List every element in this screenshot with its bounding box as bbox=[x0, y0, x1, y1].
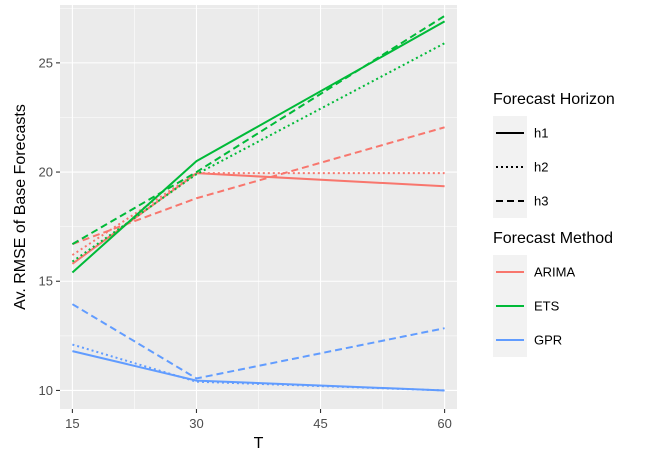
major-gridlines bbox=[60, 5, 457, 409]
x-tick-label: 15 bbox=[65, 416, 79, 431]
series-line-arima-h1 bbox=[71, 172, 445, 265]
series-line-gpr-h1 bbox=[72, 350, 445, 392]
series-line-ets-h1 bbox=[71, 20, 446, 274]
y-tick-label: 25 bbox=[39, 55, 53, 70]
legend-label-arima: ARIMA bbox=[534, 265, 576, 280]
legend-label-gpr: GPR bbox=[534, 333, 562, 348]
legend-label-h1: h1 bbox=[534, 126, 548, 141]
series-line-arima-h3 bbox=[72, 126, 445, 246]
x-axis: 15 30 45 60 bbox=[65, 409, 452, 431]
legend-label-h2: h2 bbox=[534, 160, 548, 175]
y-tick-label: 15 bbox=[39, 274, 53, 289]
x-tick-label: 30 bbox=[189, 416, 203, 431]
series-line-gpr-h2 bbox=[72, 343, 445, 392]
x-tick-label: 60 bbox=[437, 416, 451, 431]
legend-title: Forecast Horizon bbox=[493, 91, 615, 108]
x-tick-label: 45 bbox=[313, 416, 327, 431]
minor-gridlines bbox=[60, 5, 457, 409]
legend-title: Forecast Method bbox=[493, 230, 613, 247]
legend-linetype: Forecast Horizon h1 h2 h3 bbox=[493, 91, 615, 218]
series-line-ets-h3 bbox=[71, 15, 446, 245]
legend-label-ets: ETS bbox=[534, 299, 560, 314]
y-axis: 10 15 20 25 bbox=[39, 55, 60, 398]
legend-label-h3: h3 bbox=[534, 194, 548, 209]
legends: Forecast Horizon h1 h2 h3 Forecast Method ARI… bbox=[493, 91, 615, 357]
y-tick-label: 10 bbox=[39, 383, 53, 398]
y-axis-title: Av. RMSE of Base Forecasts bbox=[12, 104, 29, 310]
series-lines bbox=[71, 15, 446, 392]
series-line-gpr-h3 bbox=[71, 303, 445, 380]
y-tick-label: 20 bbox=[39, 165, 53, 180]
series-line-ets-h2 bbox=[71, 42, 446, 263]
legend-color: Forecast Method ARIMA ETS GPR bbox=[493, 230, 613, 357]
x-axis-title: T bbox=[254, 435, 264, 452]
